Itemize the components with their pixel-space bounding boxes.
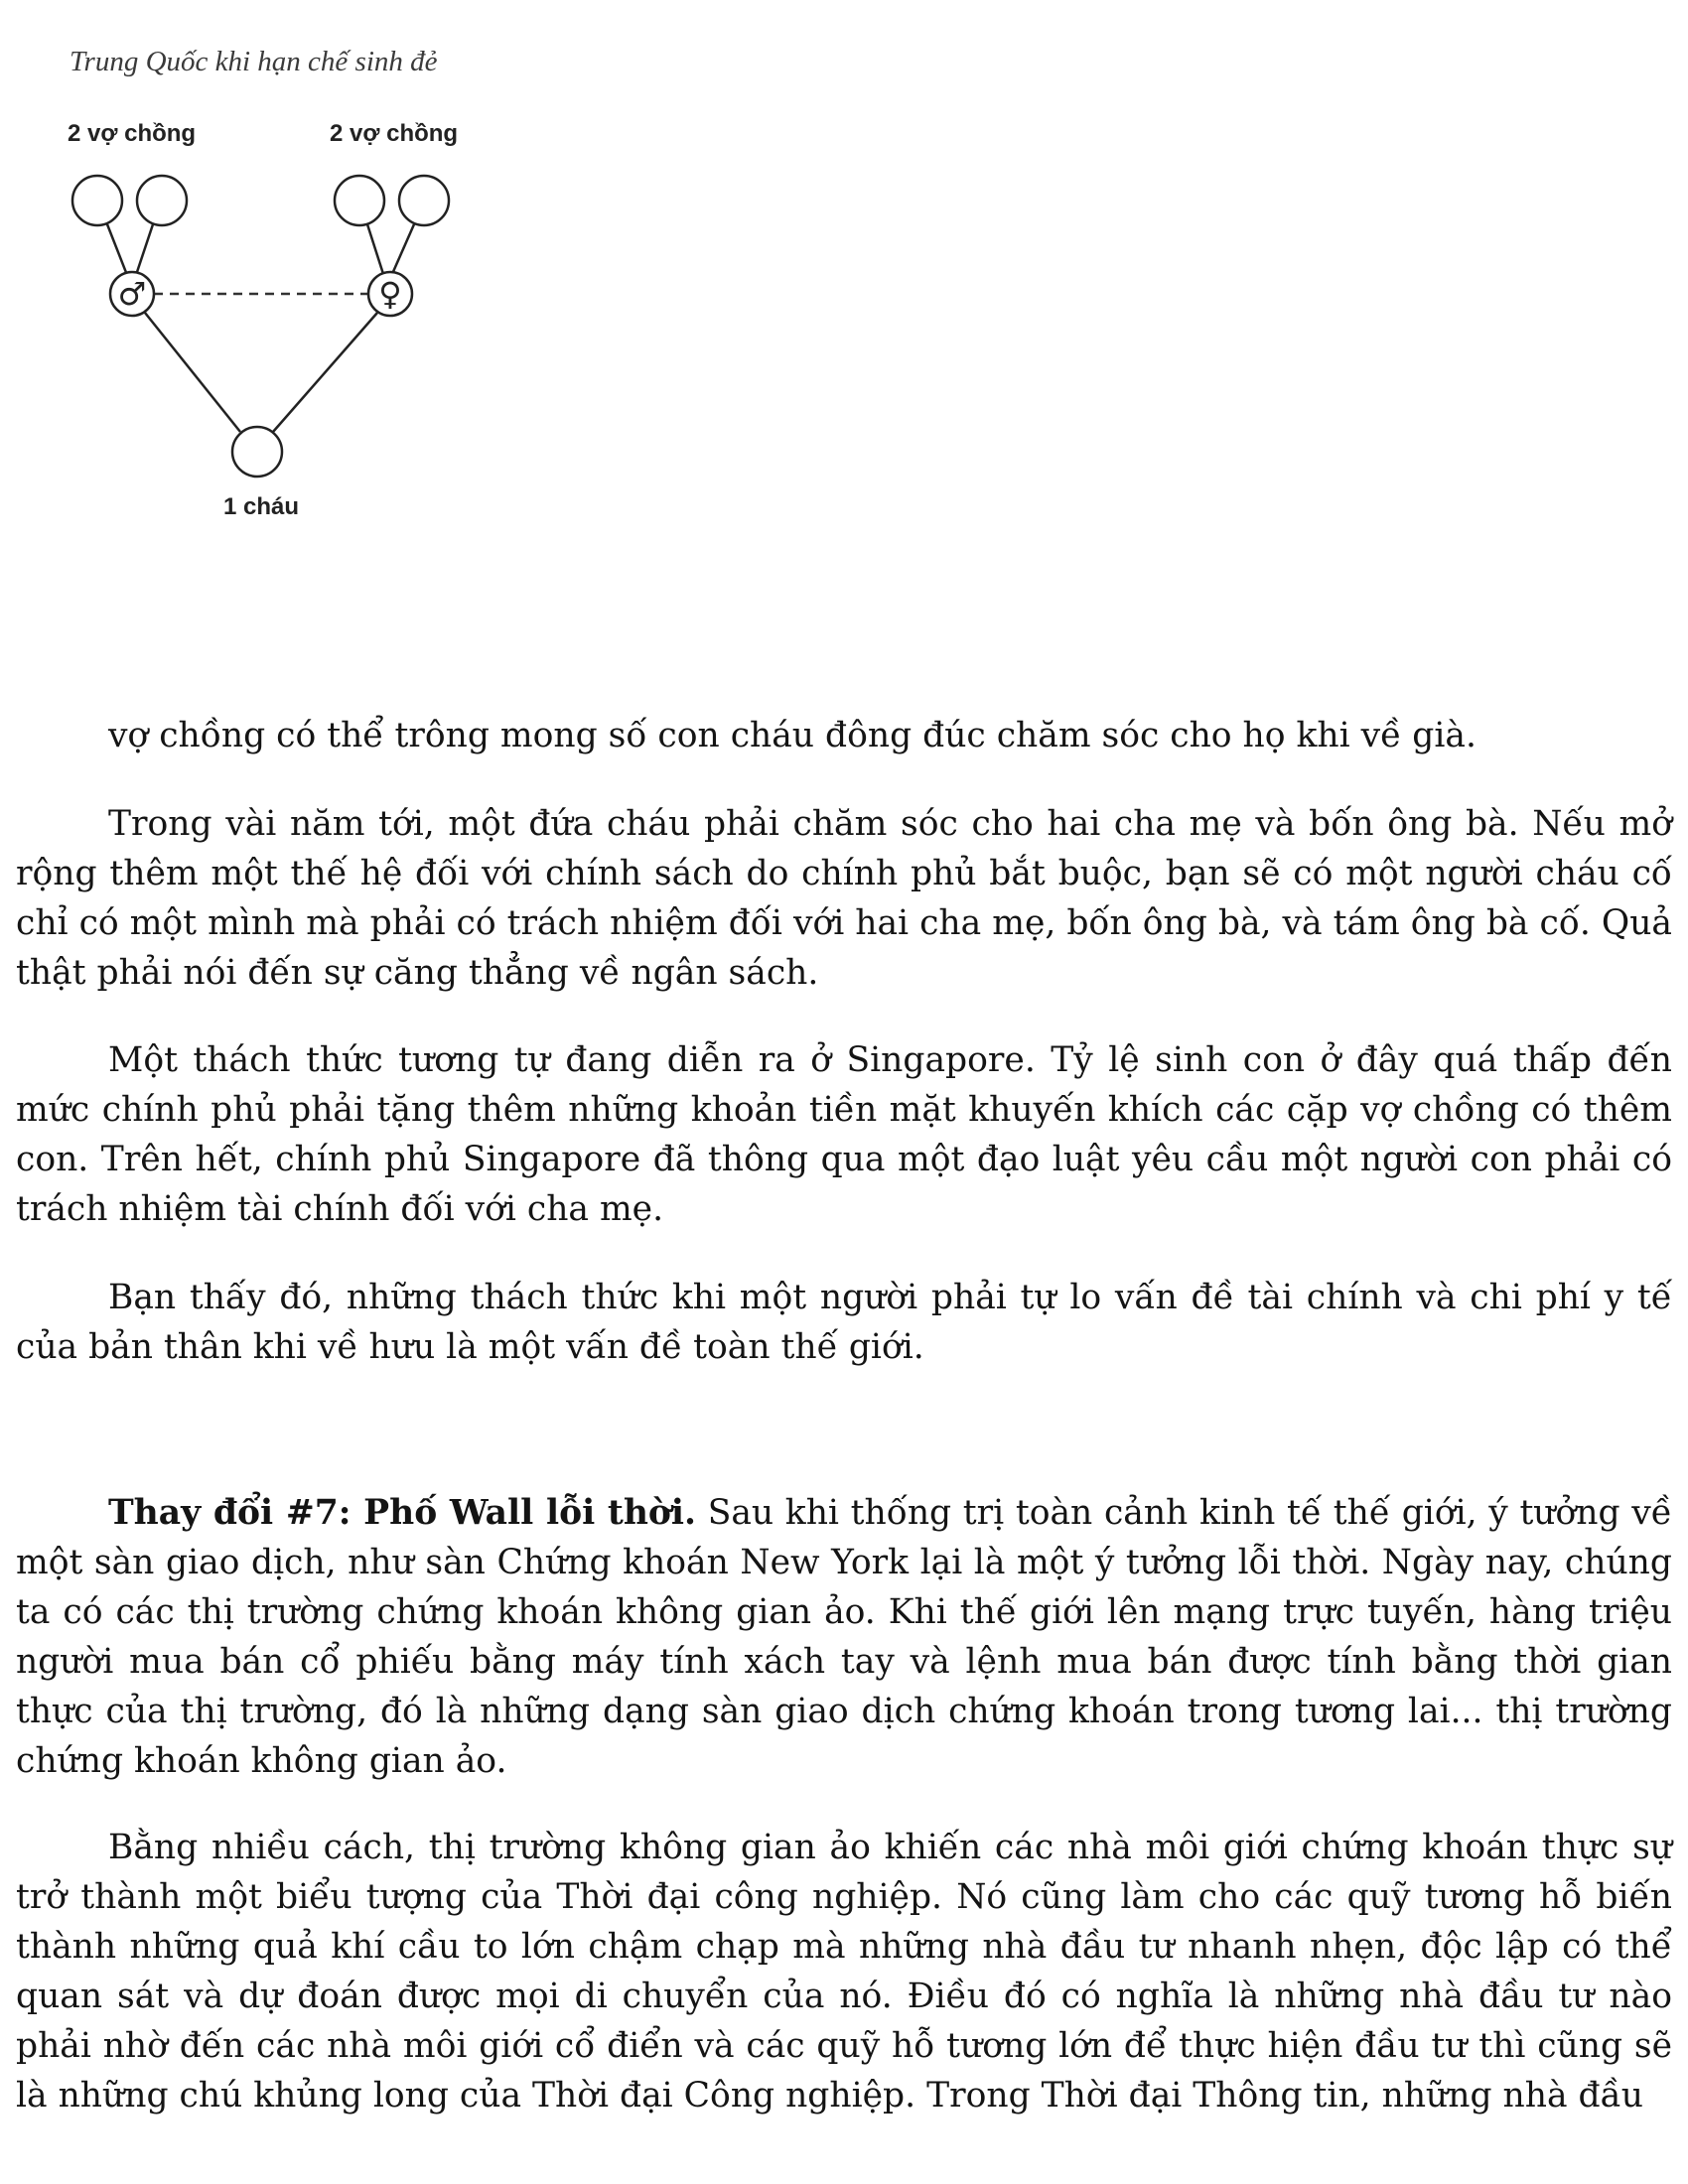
paragraph-block: Bạn thấy đó, những thách thức khi một ng… <box>16 1273 1672 1372</box>
paragraph-block: Bằng nhiều cách, thị trường không gian ả… <box>16 1823 1672 2120</box>
male-symbol-icon: ♂ <box>118 275 147 313</box>
paragraph: vợ chồng có thể trông mong số con cháu đ… <box>108 716 1477 755</box>
grandparent-circle <box>397 174 451 227</box>
paragraph: Bạn thấy đó, những thách thức khi một ng… <box>16 1278 1672 1367</box>
connector-line <box>144 312 241 433</box>
father-circle <box>108 270 156 318</box>
female-symbol-icon: ♀ <box>378 275 401 313</box>
grandparent-circle <box>70 174 124 227</box>
paragraph: Trong vài năm tới, một đứa cháu phải chă… <box>16 804 1672 993</box>
connector-line <box>134 223 155 276</box>
connector-line <box>105 223 129 276</box>
right-couple-label: 2 vợ chồng <box>330 120 458 147</box>
section-heading: Thay đổi #7: Phố Wall lỗi thời. <box>108 1493 697 1533</box>
grandparent-circle <box>333 174 386 227</box>
family-tree-svg: 2 vợ chồng 2 vợ chồng ♂ ♀ 1 cháu <box>68 120 458 520</box>
grandchild-circle <box>230 425 284 478</box>
connector-line <box>365 223 385 275</box>
paragraph: Bằng nhiều cách, thị trường không gian ả… <box>16 1828 1672 2116</box>
paragraph-block: Một thách thức tương tự đang diễn ra ở S… <box>16 1035 1672 1234</box>
left-couple-label: 2 vợ chồng <box>68 120 196 147</box>
paragraph-text: Sau khi thống trị toàn cảnh kinh tế thế … <box>16 1493 1672 1781</box>
grandparent-circle <box>135 174 189 227</box>
paragraph-continued: vợ chồng có thể trông mong số con cháu đ… <box>16 711 1672 760</box>
running-header: Trung Quốc khi hạn chế sinh đẻ <box>70 46 438 77</box>
mother-circle <box>366 270 414 318</box>
paragraph-block: Thay đổi #7: Phố Wall lỗi thời. Sau khi … <box>16 1488 1672 1786</box>
connector-line <box>272 312 378 433</box>
paragraph: Thay đổi #7: Phố Wall lỗi thời. Sau khi … <box>16 1488 1672 1786</box>
grandchild-label: 1 cháu <box>223 493 299 520</box>
paragraph: Một thách thức tương tự đang diễn ra ở S… <box>16 1040 1672 1229</box>
paragraph-block: Trong vài năm tới, một đứa cháu phải chă… <box>16 799 1672 998</box>
connector-line <box>390 223 416 275</box>
family-tree-diagram: 2 vợ chồng 2 vợ chồng ♂ ♀ 1 cháu <box>50 119 487 536</box>
